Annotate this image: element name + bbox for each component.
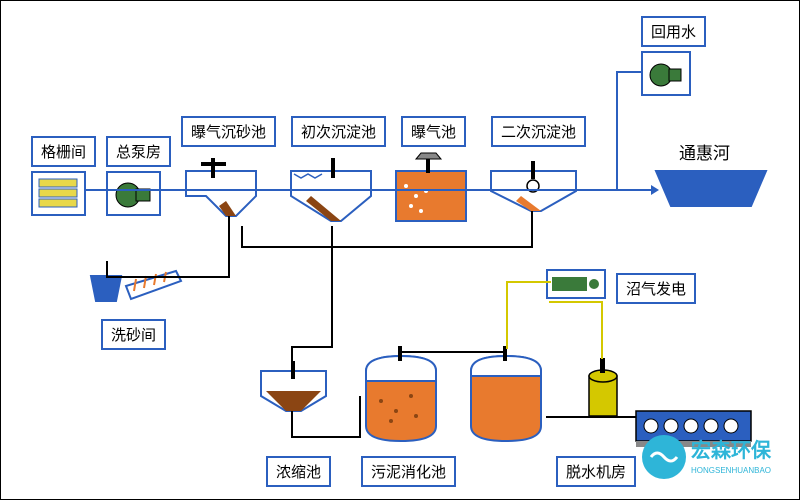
pipe-gas-h1 xyxy=(506,281,551,283)
label-grit-chamber: 曝气沉砂池 xyxy=(181,116,276,147)
grit-chamber-icon xyxy=(181,156,261,226)
watermark-logo: 宏森环保 HONGSENHUANBAO xyxy=(639,429,789,489)
label-sludge-digest: 污泥消化池 xyxy=(361,456,456,487)
label-sand-wash: 洗砂间 xyxy=(101,319,166,350)
pipe-thick-h xyxy=(291,436,361,438)
watermark-brand-en: HONGSENHUANBAO xyxy=(691,466,771,475)
pipe-recycle-up xyxy=(241,226,243,248)
primary-sed-icon xyxy=(286,156,376,231)
pipe-gas-up1 xyxy=(506,281,508,349)
screen-room-icon xyxy=(31,171,86,216)
pipe-to-digest-up xyxy=(359,396,361,438)
pump-house-icon xyxy=(106,171,161,216)
label-pump-house: 总泵房 xyxy=(106,136,171,167)
biogas-gen-icon xyxy=(546,269,606,299)
label-secondary-sed: 二次沉淀池 xyxy=(491,116,586,147)
arrow-to-river xyxy=(651,185,659,195)
pipe-primary-h xyxy=(291,346,333,348)
watermark-brand-cn: 宏森环保 xyxy=(691,438,772,462)
thickener-icon xyxy=(256,361,331,421)
pipe-water-main xyxy=(86,189,656,191)
pipe-to-dewater xyxy=(546,416,636,418)
label-screen-room: 格栅间 xyxy=(31,136,96,167)
pipe-digest-top xyxy=(401,351,506,353)
label-primary-sed: 初次沉淀池 xyxy=(291,116,386,147)
storage-tank-icon xyxy=(461,346,551,446)
pipe-grit-down xyxy=(228,216,230,276)
pipe-thick-down xyxy=(291,411,293,436)
secondary-sed-icon xyxy=(486,161,581,226)
pipe-gas-h2 xyxy=(549,301,603,303)
label-reuse-water: 回用水 xyxy=(641,16,706,47)
label-thickener: 浓缩池 xyxy=(266,456,331,487)
label-river: 通惠河 xyxy=(671,136,738,167)
digest-tank-icon xyxy=(356,346,446,446)
pipe-grit-h xyxy=(106,276,230,278)
reuse-pump-icon xyxy=(641,51,691,96)
pipe-sec-recycle xyxy=(241,246,533,248)
label-biogas-power: 沼气发电 xyxy=(616,273,696,304)
pipe-to-thickener xyxy=(291,346,293,364)
pipe-to-reuse-v xyxy=(616,71,618,189)
pipe-grit-to-wash xyxy=(106,261,108,278)
label-dewatering: 脱水机房 xyxy=(556,456,636,487)
river-icon xyxy=(651,166,771,216)
sand-wash-icon xyxy=(86,261,186,316)
pipe-to-reuse-h xyxy=(616,71,641,73)
pipe-primary-down xyxy=(331,226,333,346)
pipe-sec-down xyxy=(531,211,533,246)
pipe-gas-to-holder xyxy=(601,301,603,359)
label-aeration-tank: 曝气池 xyxy=(401,116,466,147)
